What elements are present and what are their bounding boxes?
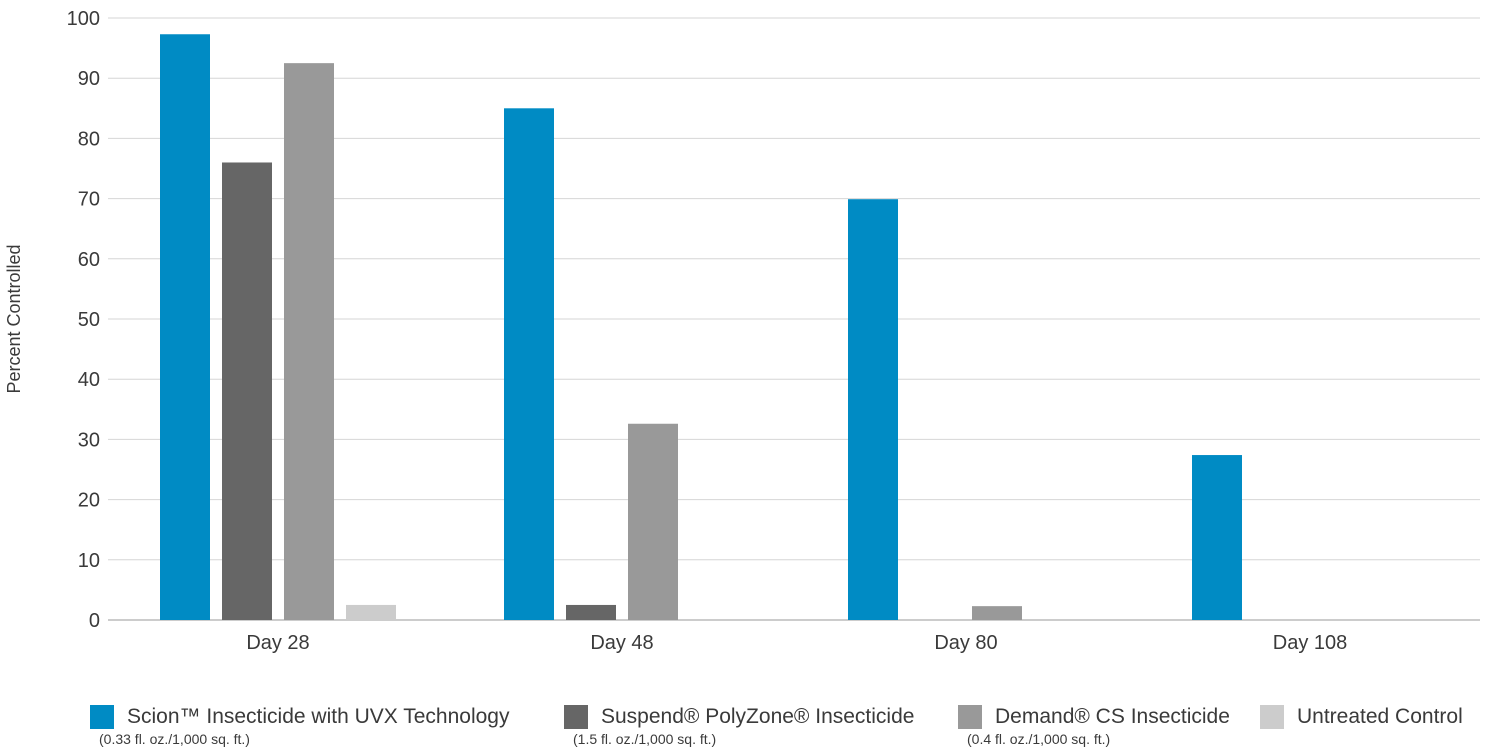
bar — [222, 162, 272, 621]
y-tick-label: 50 — [78, 309, 100, 331]
bar — [1192, 455, 1242, 620]
y-tick-label: 0 — [89, 610, 100, 632]
legend-note-suspend: (1.5 fl. oz./1,000 sq. ft.) — [573, 731, 717, 747]
bar — [346, 604, 396, 620]
x-tick-label: Day 108 — [1273, 632, 1348, 654]
y-tick-label: 80 — [78, 128, 100, 150]
bar-chart: 0 10 20 30 40 50 60 70 80 90 100 Day 28 Day 48 Day 80… — [4, 8, 1480, 654]
legend-swatch-untreated — [1260, 705, 1284, 729]
y-tick-label: 60 — [78, 249, 100, 271]
legend-label-demand: Demand® CS Insecticide — [995, 705, 1230, 728]
legend-label-suspend: Suspend® PolyZone® Insecticide — [601, 705, 915, 728]
y-tick-label: 10 — [78, 550, 100, 572]
legend-item-scion: Scion™ Insecticide with UVX Technology (… — [90, 705, 509, 747]
y-tick-label: 20 — [78, 490, 100, 512]
bar — [504, 108, 554, 621]
legend-swatch-scion — [90, 705, 114, 729]
bar — [566, 604, 616, 620]
legend-label-untreated: Untreated Control — [1297, 705, 1463, 728]
legend-note-scion: (0.33 fl. oz./1,000 sq. ft.) — [99, 731, 250, 747]
bar — [160, 34, 210, 620]
y-tick-label: 40 — [78, 369, 100, 391]
legend: Scion™ Insecticide with UVX Technology (… — [90, 705, 1490, 750]
legend-item-demand: Demand® CS Insecticide (0.4 fl. oz./1,00… — [958, 705, 1230, 747]
legend-label-scion: Scion™ Insecticide with UVX Technology — [127, 705, 510, 728]
y-tick-label: 100 — [67, 8, 100, 30]
legend-swatch-suspend — [564, 705, 588, 729]
bar — [848, 199, 898, 620]
x-tick-label: Day 48 — [590, 632, 653, 654]
x-tick-label: Day 80 — [934, 632, 997, 654]
legend-item-untreated: Untreated Control — [1260, 705, 1463, 729]
legend-note-demand: (0.4 fl. oz./1,000 sq. ft.) — [967, 731, 1111, 747]
y-tick-label: 70 — [78, 189, 100, 211]
y-axis-label: Percent Controlled — [4, 244, 24, 393]
legend-swatch-demand — [958, 705, 982, 729]
y-tick-label: 30 — [78, 429, 100, 451]
bar — [284, 63, 334, 620]
bar — [628, 423, 678, 620]
y-tick-label: 90 — [78, 68, 100, 90]
bar — [972, 606, 1022, 620]
x-tick-label: Day 28 — [246, 632, 309, 654]
legend-item-suspend: Suspend® PolyZone® Insecticide (1.5 fl. … — [564, 705, 914, 747]
